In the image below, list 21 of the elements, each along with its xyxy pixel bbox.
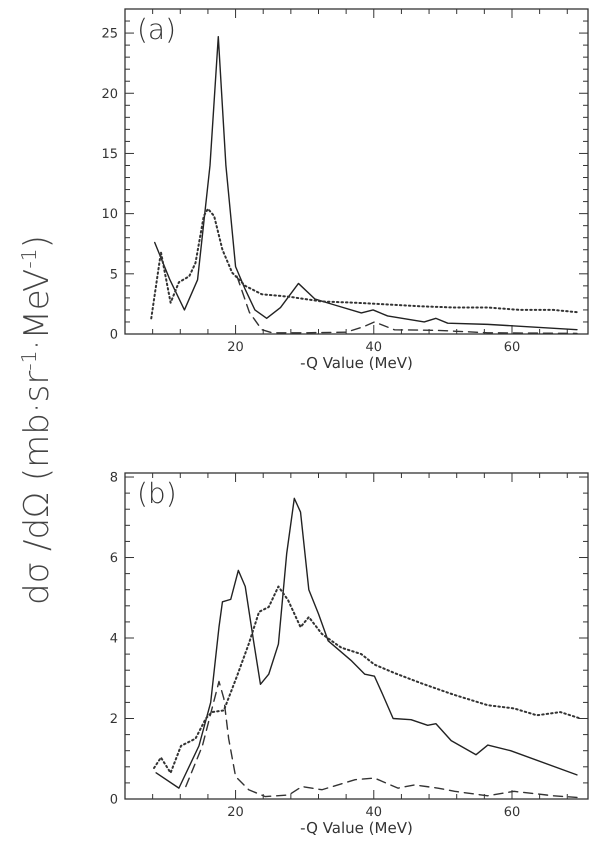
y-tick-label: 10: [101, 207, 118, 222]
x-tick-label: 40: [366, 805, 382, 820]
y-tick-label: 0: [110, 792, 118, 808]
y-tick-label: 8: [110, 470, 118, 486]
y-tick-label: 2: [110, 712, 118, 728]
y-tick-label: 6: [110, 551, 118, 566]
y-tick-label: 15: [101, 146, 118, 162]
y-tick-label: 20: [101, 86, 118, 102]
y-tick-label: 5: [110, 267, 118, 282]
y-tick-label: 4: [110, 632, 118, 647]
x-tick-label: 20: [227, 340, 244, 355]
x-axis-title: -Q Value (MeV): [300, 819, 413, 837]
x-tick-label: 60: [504, 805, 520, 820]
x-tick-label: 40: [366, 340, 382, 355]
annotation: (b): [137, 477, 177, 510]
x-tick-label: 60: [504, 340, 520, 355]
x-tick-label: 20: [227, 805, 244, 820]
annotation: (a): [137, 13, 176, 46]
y-tick-label: 25: [101, 26, 118, 42]
y-tick-label: 0: [110, 328, 118, 343]
x-axis-title: -Q Value (MeV): [300, 354, 413, 372]
